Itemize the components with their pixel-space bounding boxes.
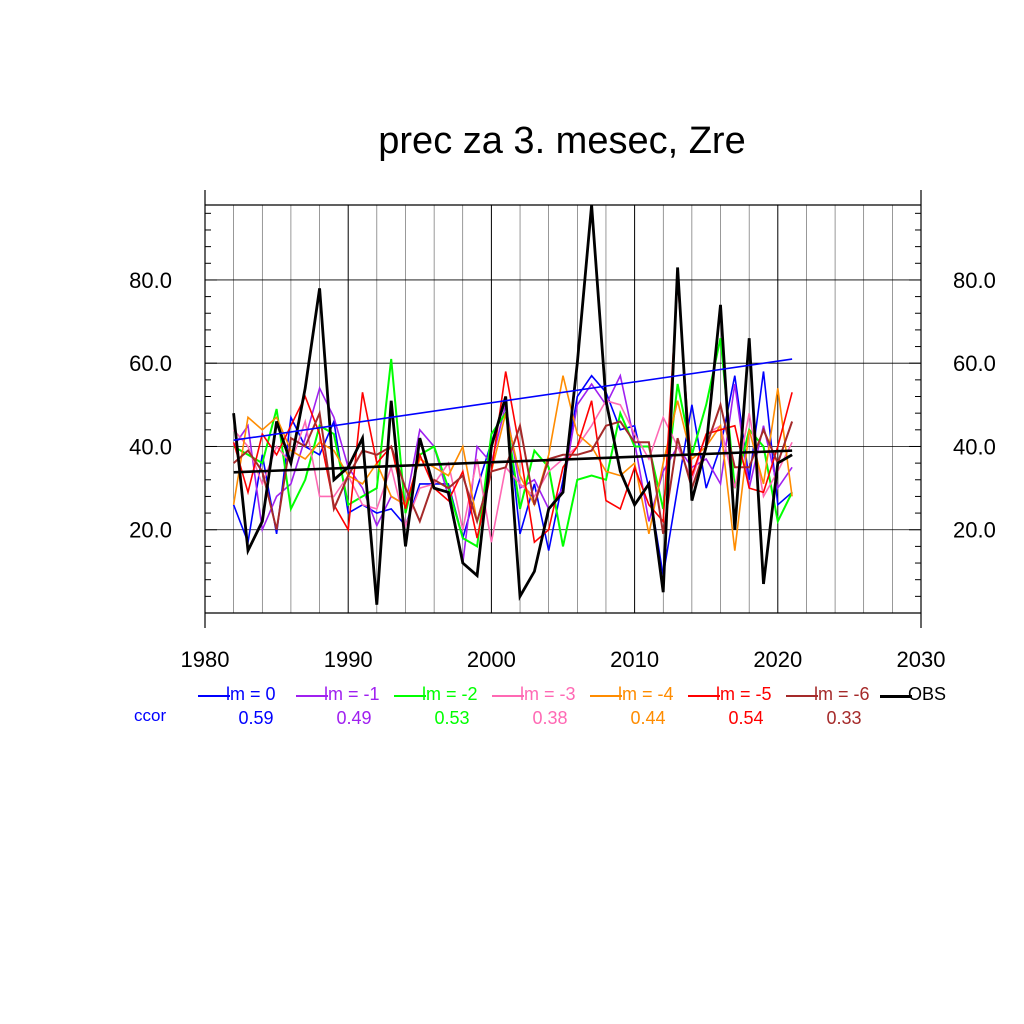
legend-ccor-value: 0.53	[434, 708, 470, 728]
y-tick-label-right: 20.0	[953, 518, 996, 543]
trend-lines	[233, 358, 793, 474]
legend-label: lm = -1	[324, 684, 380, 704]
legend-label: lm = -6	[814, 684, 870, 704]
chart-title: prec za 3. mesec, Zre	[378, 120, 746, 162]
legend-ccor-value: 0.59	[238, 708, 274, 728]
y-tick-label-right: 40.0	[953, 434, 996, 459]
series-line	[232, 204, 793, 605]
legend-line	[198, 695, 230, 697]
trend-line	[233, 358, 793, 442]
x-tick-label: 2010	[610, 647, 659, 672]
x-tick-label: 1980	[181, 647, 230, 672]
y-tick-label-left: 80.0	[129, 268, 172, 293]
ccor-label: ccor	[134, 706, 167, 725]
legend-label: OBS	[908, 684, 947, 704]
legend-label: lm = -3	[520, 684, 576, 704]
tick-labels: 1980 1990 2000 2010 2020 2030 20.0 20.0 40.0 40.0…	[129, 268, 996, 672]
legend-line	[296, 695, 328, 697]
legend-label: lm = -2	[422, 684, 478, 704]
legend-ccor-value: 0.44	[630, 708, 666, 728]
legend-ccor-value: 0.33	[826, 708, 862, 728]
legend-line	[590, 695, 622, 697]
axes	[204, 190, 922, 628]
legend-line	[688, 695, 720, 697]
x-tick-label: 2020	[753, 647, 802, 672]
legend-ccor-value: 0.49	[336, 708, 372, 728]
legend-label: lm = -5	[716, 684, 772, 704]
legend-ccor-value: 0.54	[728, 708, 764, 728]
y-tick-label-left: 20.0	[129, 518, 172, 543]
legend-line	[880, 695, 912, 698]
legend-label: lm = 0	[226, 684, 276, 704]
legend-line	[394, 695, 426, 697]
y-tick-label-left: 60.0	[129, 351, 172, 376]
y-tick-label-right: 80.0	[953, 268, 996, 293]
x-tick-label: 1990	[324, 647, 373, 672]
legend-ccor-value: 0.38	[532, 708, 568, 728]
legend-line	[786, 695, 818, 697]
series-line	[232, 401, 794, 535]
trend-line	[233, 449, 793, 474]
legend-label: lm = -4	[618, 684, 674, 704]
x-tick-label: 2000	[467, 647, 516, 672]
y-tick-label-right: 60.0	[953, 351, 996, 376]
legend-line	[492, 695, 524, 697]
y-tick-label-left: 40.0	[129, 434, 172, 459]
x-tick-label: 2030	[897, 647, 946, 672]
